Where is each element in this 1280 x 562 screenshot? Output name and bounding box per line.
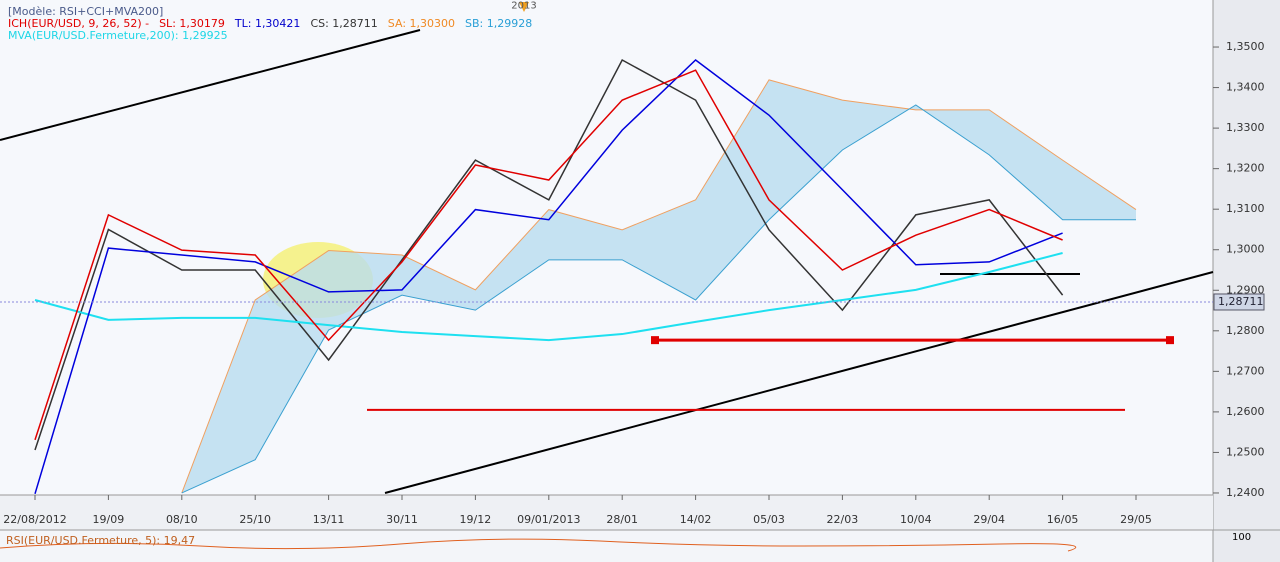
x-tick-label: 29/04 — [973, 513, 1005, 526]
y-tick-label: 1,3000 — [1226, 243, 1265, 256]
x-tick-label: 19/12 — [460, 513, 492, 526]
legend-text: MVA(EUR/USD.Fermeture,200): 1,29925 — [8, 29, 228, 42]
x-tick-label: 22/08/2012 — [3, 513, 66, 526]
series-line — [34, 59, 1063, 494]
legend-text: [Modèle: RSI+CCI+MVA200] — [8, 5, 163, 18]
legend-text: TL: 1,30421 — [234, 17, 301, 30]
x-tick-label: 30/11 — [386, 513, 418, 526]
sub-panel-label: RSI(EUR/USD.Fermeture, 5): 19,47 — [6, 534, 195, 547]
y-tick-label: 1,3100 — [1226, 202, 1265, 215]
y-tick-label: 1,2500 — [1226, 445, 1265, 458]
y-tick-label: 1,3400 — [1226, 81, 1265, 94]
y-tick-label: 1,2400 — [1226, 486, 1265, 499]
x-tick-label: 22/03 — [827, 513, 859, 526]
trend-line — [384, 271, 1214, 494]
y-tick-label: 1,2900 — [1226, 283, 1265, 296]
marker-label: 2013 — [511, 0, 536, 11]
series-line — [34, 252, 1063, 342]
cloud-edge — [181, 79, 1137, 494]
legend-text: SB: 1,29928 — [465, 17, 532, 30]
trend-line — [0, 29, 421, 141]
x-axis-bg — [0, 495, 1213, 530]
x-tick-label: 05/03 — [753, 513, 785, 526]
marker — [519, 2, 529, 12]
x-tick-label: 16/05 — [1047, 513, 1079, 526]
x-tick-label: 25/10 — [239, 513, 271, 526]
legend: [Modèle: RSI+CCI+MVA200]ICH(EUR/USD, 9, … — [8, 5, 532, 42]
legend-text: SA: 1,30300 — [388, 17, 455, 30]
y-tick-label: 1,2700 — [1226, 364, 1265, 377]
x-tick-label: 09/01/2013 — [517, 513, 580, 526]
y-tick-label: 1,3300 — [1226, 121, 1265, 134]
sub-tick-label: 100 — [1232, 532, 1251, 543]
rsi-line — [0, 538, 1077, 552]
legend-text: SL: 1,30179 — [159, 17, 225, 30]
x-tick-label: 19/09 — [93, 513, 125, 526]
series-line — [34, 69, 1063, 441]
x-tick-label: 28/01 — [606, 513, 638, 526]
y-tick-label: 1,2600 — [1226, 405, 1265, 418]
y-tick-label: 1,3500 — [1226, 40, 1265, 53]
last-price-label: 1,28711 — [1218, 295, 1264, 308]
x-tick-label: 13/11 — [313, 513, 345, 526]
x-tick-label: 29/05 — [1120, 513, 1152, 526]
last-price-box — [1213, 293, 1265, 311]
x-tick-label: 10/04 — [900, 513, 932, 526]
y-tick-label: 1,2800 — [1226, 324, 1265, 337]
legend-text: CS: 1,28711 — [310, 17, 377, 30]
x-tick-label: 08/10 — [166, 513, 198, 526]
legend-text: ICH(EUR/USD, 9, 26, 52) - — [8, 17, 149, 30]
level-end — [1166, 336, 1174, 345]
axis-bg — [1213, 0, 1280, 562]
cloud-edge — [181, 104, 1136, 494]
y-tick-label: 1,3200 — [1226, 162, 1265, 175]
cloud — [181, 79, 1137, 493]
x-tick-label: 14/02 — [680, 513, 712, 526]
level-end — [651, 336, 659, 345]
